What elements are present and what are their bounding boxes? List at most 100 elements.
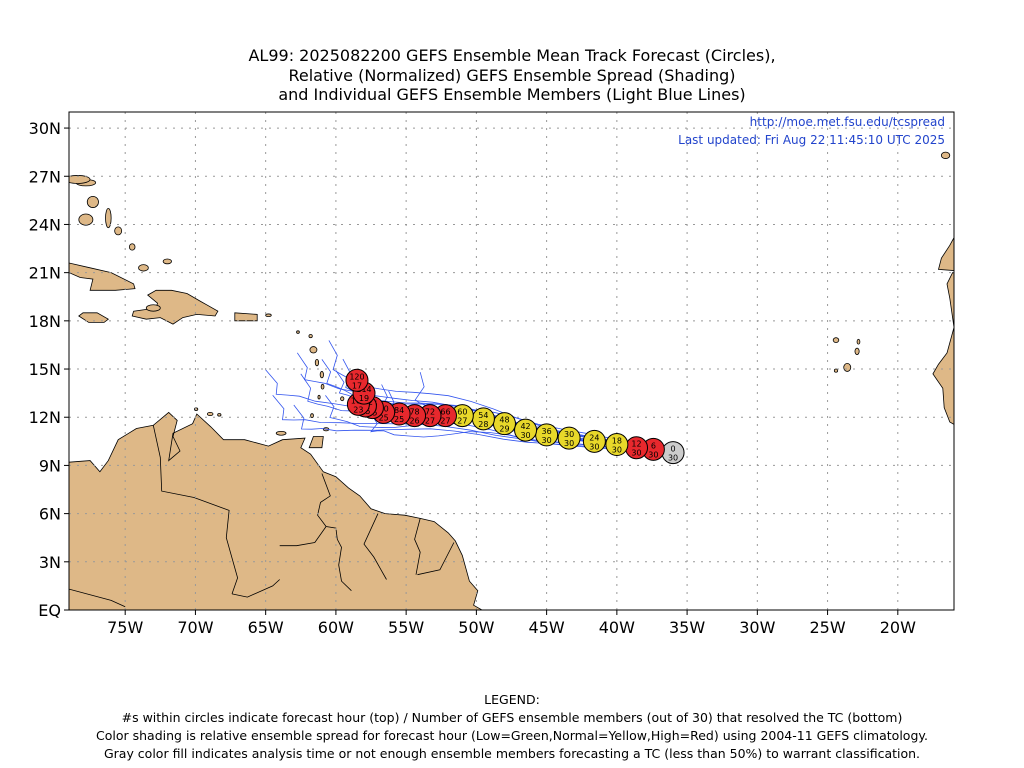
forecast-hour-label: 36	[542, 427, 552, 436]
forecast-hour-label: 6	[651, 441, 656, 450]
member-count-label: 28	[478, 420, 488, 429]
member-count-label: 30	[612, 446, 622, 455]
lon-tick-label: 55W	[388, 618, 424, 637]
island-st-kitts	[296, 330, 300, 334]
island-canary	[940, 151, 951, 159]
map-frame	[68, 111, 955, 611]
source-url: http://moe.met.fsu.edu/tcspread	[750, 115, 945, 129]
island-cape-verde-5	[833, 368, 839, 373]
landmass-trinidad	[308, 436, 324, 449]
chart-title-line-2: Relative (Normalized) GEFS Ensemble Spre…	[288, 66, 736, 85]
lon-tick-label: 20W	[880, 618, 916, 637]
track-circle	[514, 418, 538, 442]
member-count-label: 27	[440, 417, 450, 426]
island-st-lucia	[320, 383, 325, 390]
member-count-label: 27	[457, 417, 467, 426]
forecast-hour-label: 78	[409, 408, 419, 417]
lon-tick-label: 30W	[739, 618, 775, 637]
forecast-hour-label: 48	[499, 416, 509, 425]
lat-tick-label: 30N	[29, 119, 61, 138]
lat-tick-label: EQ	[38, 601, 61, 620]
lon-tick-label: 65W	[248, 618, 284, 637]
legend-line-3: Gray color fill indicates analysis time …	[103, 746, 921, 761]
island-margarita	[275, 430, 287, 436]
lon-tick-label: 45W	[529, 618, 565, 637]
forecast-hour-label: 72	[425, 408, 435, 417]
member-count-label: 17	[352, 381, 362, 390]
forecast-hour-label: 120	[349, 372, 364, 381]
lat-tick-label: 21N	[29, 264, 61, 283]
island-florida	[69, 175, 91, 184]
lat-tick-label: 6N	[39, 505, 61, 524]
lat-tick-label: 12N	[29, 408, 61, 427]
member-count-label: 30	[648, 450, 658, 459]
member-count-label: 30	[631, 449, 641, 458]
forecast-hour-label: 30	[564, 430, 574, 439]
lat-tick-label: 27N	[29, 167, 61, 186]
island-dominica	[314, 358, 320, 367]
forecast-hour-label: 18	[612, 437, 622, 446]
member-count-label: 19	[359, 394, 369, 403]
landmass-puerto-rico	[234, 312, 258, 322]
country-border-3	[414, 518, 421, 575]
forecast-hour-label: 12	[631, 440, 641, 449]
island-bahama-3	[105, 207, 112, 229]
lat-tick-label: 15N	[29, 360, 61, 379]
island-curacao	[206, 412, 214, 417]
lat-tick-label: 24N	[29, 215, 61, 234]
legend-heading: LEGEND:	[484, 692, 540, 707]
mean-track-layer: 0306301230183024303030363042304829542860…	[345, 368, 685, 465]
island-bahama-7	[162, 258, 172, 265]
landmass-cuba	[69, 262, 136, 291]
country-border-7	[279, 526, 327, 547]
island-bonaire	[217, 413, 222, 417]
track-circle	[557, 426, 581, 450]
lat-tick-label: 18N	[29, 312, 61, 331]
last-updated: Last updated: Fri Aug 22 11:45:10 UTC 20…	[678, 133, 945, 147]
landmass-jamaica	[78, 312, 110, 323]
forecast-hour-label: 0	[671, 445, 676, 454]
member-count-label: 30	[589, 442, 599, 451]
member-count-label: 30	[564, 439, 574, 448]
track-point-hour-0: 030	[661, 441, 685, 465]
member-count-label: 23	[353, 405, 363, 414]
member-count-label: 25	[394, 415, 404, 424]
forecast-hour-label: 54	[478, 411, 488, 420]
island-guadeloupe	[309, 346, 318, 354]
island-cape-verde-2	[854, 347, 860, 355]
island-cape-verde-3	[843, 363, 852, 372]
island-bahama-6	[138, 264, 149, 272]
legend-line-2: Color shading is relative ensemble sprea…	[96, 728, 928, 743]
island-st-vincent	[317, 394, 321, 400]
track-circle	[605, 433, 629, 457]
forecast-hour-label: 114	[356, 385, 371, 394]
forecast-hour-label: 42	[520, 422, 530, 431]
country-border-6	[69, 588, 126, 608]
forecast-hour-label: 24	[589, 433, 599, 442]
island-bahama-1	[78, 213, 94, 226]
lon-tick-label: 50W	[458, 618, 494, 637]
lon-tick-label: 40W	[599, 618, 635, 637]
lon-tick-label: 60W	[318, 618, 354, 637]
forecast-hour-label: 84	[394, 406, 404, 415]
island-bahama-4	[114, 226, 123, 236]
member-count-label: 30	[668, 454, 678, 463]
island-haiti-gonave	[145, 304, 161, 312]
legend-line-1: #s within circles indicate forecast hour…	[121, 710, 903, 725]
lon-tick-label: 75W	[107, 618, 143, 637]
island-barbados	[340, 396, 345, 402]
country-border-0	[152, 425, 239, 595]
island-canary-2	[956, 157, 963, 163]
island-bahama-2	[86, 195, 99, 208]
